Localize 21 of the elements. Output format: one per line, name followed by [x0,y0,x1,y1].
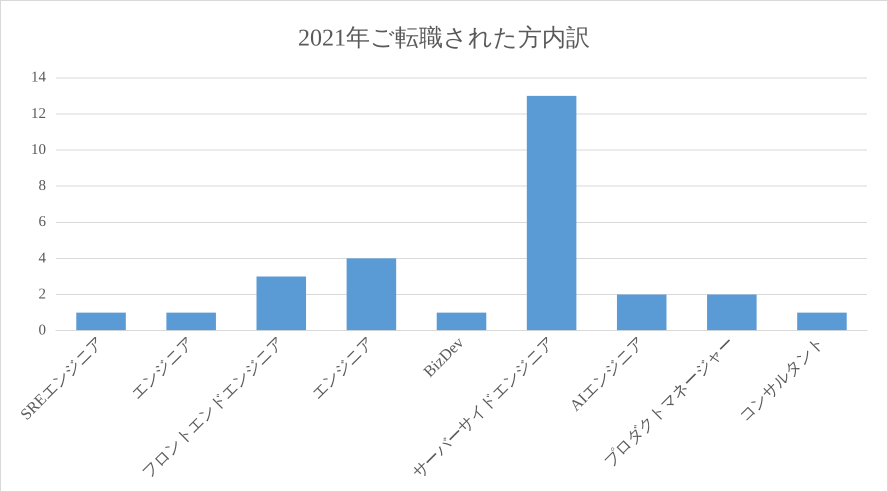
x-tick-label: エンジニア [128,334,197,403]
bar [346,258,396,330]
bar [76,312,126,330]
bar [616,294,667,330]
y-tick-label: 10 [31,142,46,158]
y-tick-label: 4 [38,250,46,266]
y-tick-label: 6 [38,214,46,230]
bar [256,276,306,330]
bar [526,96,576,330]
x-tick-label: コンサルタント [736,334,828,426]
y-tick-label: 12 [31,106,46,122]
y-tick-label: 8 [38,178,46,194]
bar [166,312,216,330]
bar [797,312,847,330]
x-tick-label: エンジニア [308,334,378,403]
bar [436,312,486,330]
chart-title: 2021年ご転職された方内訳 [298,24,590,52]
bar [707,294,757,330]
y-tick-label: 2 [38,286,46,302]
x-tick-label: AIエンジニア [566,334,648,415]
y-tick-label: 14 [31,70,46,86]
